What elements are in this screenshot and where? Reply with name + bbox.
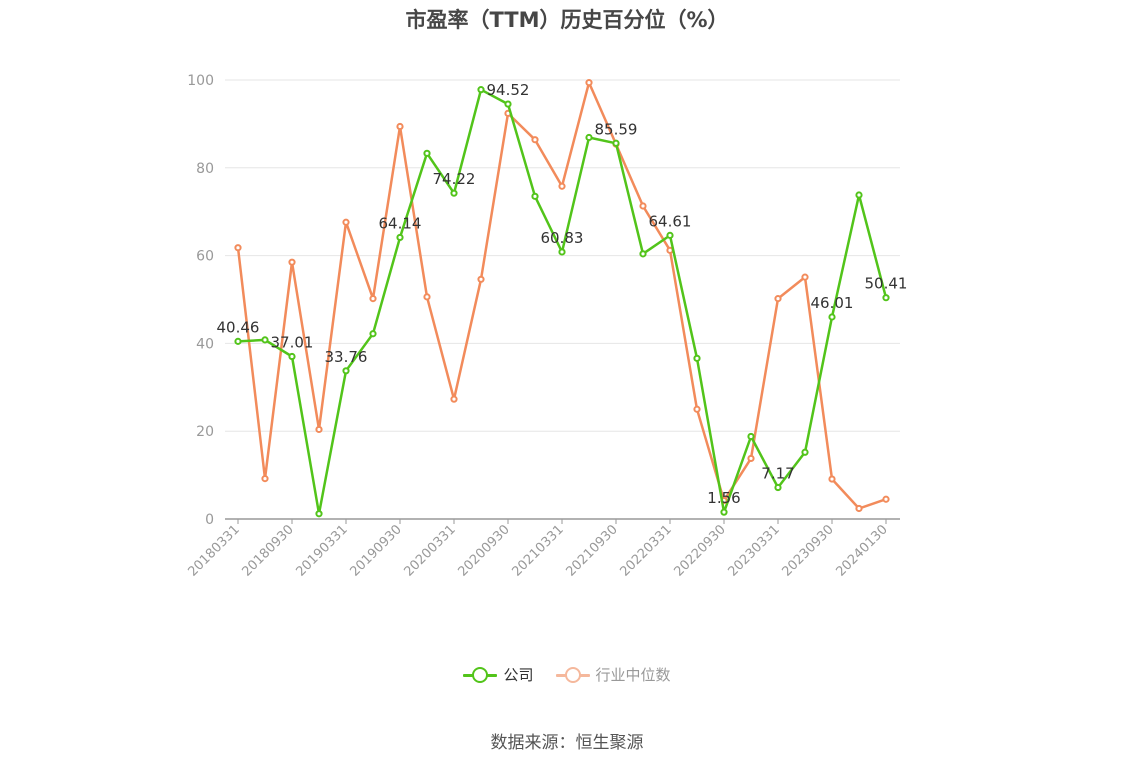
- point-industry-median-17: [693, 405, 701, 413]
- y-tick-label-80: 80: [196, 161, 214, 177]
- x-tick-label-20210930: 20210930: [563, 522, 620, 579]
- point-company-11: [531, 192, 539, 200]
- x-tick-label-20240130: 20240130: [833, 522, 890, 579]
- y-tick-label-20: 20: [196, 424, 214, 440]
- data-label-14: 85.59: [595, 120, 638, 138]
- point-company-19: [747, 432, 755, 441]
- series-lines: [234, 79, 890, 518]
- point-industry-median-7: [423, 293, 431, 301]
- legend-item-industry-median[interactable]: 行业中位数: [555, 664, 671, 685]
- y-tick-label-100: 100: [187, 73, 214, 89]
- data-label-10: 94.52: [487, 81, 530, 99]
- point-company-24: [882, 294, 890, 302]
- x-tick-label-20190331: 20190331: [293, 522, 350, 579]
- point-company-23: [855, 191, 863, 199]
- point-company-8: [450, 189, 458, 197]
- point-industry-median-22: [828, 475, 836, 483]
- point-company-15: [639, 250, 647, 258]
- data-source: 数据来源：恒生聚源: [490, 733, 644, 753]
- x-tick-label-20220930: 20220930: [671, 522, 728, 579]
- data-label-2: 37.01: [271, 334, 314, 352]
- point-industry-median-5: [369, 295, 377, 303]
- point-industry-median-15: [639, 202, 647, 210]
- series-line-industry-median: [236, 81, 887, 510]
- y-tick-label-60: 60: [196, 249, 214, 265]
- point-industry-median-1: [261, 475, 269, 483]
- point-company-18: [720, 508, 728, 516]
- x-tick-label-20190930: 20190930: [347, 522, 404, 579]
- point-company-21: [801, 448, 809, 456]
- data-label-6: 64.14: [379, 214, 422, 232]
- x-tick-label-20230331: 20230331: [725, 522, 782, 579]
- point-company-5: [369, 330, 377, 338]
- point-company-16: [666, 231, 674, 239]
- x-tick-label-20180331: 20180331: [185, 522, 242, 579]
- point-industry-median-23: [855, 504, 863, 513]
- point-industry-median-6: [396, 122, 404, 131]
- point-industry-median-9: [477, 275, 485, 283]
- point-company-6: [396, 233, 404, 242]
- x-tick-label-20200331: 20200331: [401, 522, 458, 579]
- point-company-10: [504, 100, 512, 108]
- point-industry-median-24: [882, 495, 890, 503]
- point-industry-median-2: [288, 258, 296, 266]
- point-company-2: [288, 352, 296, 361]
- axes: 0 20 40 60 80 100 2018033120180930201903312019…: [185, 73, 900, 580]
- point-company-4: [342, 367, 350, 375]
- point-industry-median-8: [450, 395, 458, 403]
- legend-company-label: 公司: [503, 666, 534, 684]
- legend: 公司 行业中位数: [0, 664, 1134, 685]
- x-tick-label-20210331: 20210331: [509, 522, 566, 579]
- data-label-20: 7.17: [761, 465, 794, 483]
- legend-industry-line-icon: [555, 666, 590, 684]
- x-tick-label-20230930: 20230930: [779, 522, 836, 579]
- point-company-22: [828, 313, 836, 321]
- y-tick-label-0: 0: [205, 512, 214, 528]
- data-label-0: 40.46: [217, 318, 260, 336]
- point-industry-median-20: [774, 295, 782, 303]
- point-company-1: [261, 336, 269, 344]
- grid-lines: [225, 79, 900, 432]
- point-company-9: [477, 86, 485, 94]
- point-industry-median-11: [531, 136, 539, 144]
- x-tick-label-20220331: 20220331: [617, 522, 674, 579]
- data-label-12: 60.83: [541, 229, 584, 247]
- data-label-8: 74.22: [433, 170, 476, 188]
- data-labels: 40.46 37.01 33.76 64.14 74.22 94.52 60.83 85.59…: [217, 81, 908, 507]
- legend-company-line-icon: [463, 666, 498, 684]
- point-industry-median-3: [315, 425, 323, 434]
- point-company-12: [558, 248, 566, 256]
- point-industry-median-4: [342, 218, 350, 226]
- point-industry-median-0: [234, 244, 242, 252]
- y-tick-label-40: 40: [196, 336, 214, 352]
- x-tick-label-20200930: 20200930: [455, 522, 512, 579]
- point-company-3: [315, 510, 323, 518]
- chart-title: 市盈率（TTM）历史百分位（%）: [405, 8, 729, 32]
- point-company-7: [423, 149, 431, 157]
- point-company-0: [234, 337, 242, 345]
- x-tick-label-20180930: 20180930: [239, 522, 296, 579]
- point-industry-median-19: [747, 454, 755, 463]
- data-label-16: 64.61: [649, 212, 692, 230]
- point-industry-median-12: [558, 182, 566, 190]
- point-company-20: [774, 483, 782, 492]
- legend-item-company[interactable]: 公司: [463, 664, 534, 685]
- point-company-14: [612, 139, 620, 147]
- legend-industry-label: 行业中位数: [595, 666, 671, 684]
- point-company-13: [585, 133, 593, 142]
- point-company-17: [693, 354, 701, 362]
- point-industry-median-13: [585, 79, 593, 87]
- data-label-18: 1.56: [707, 489, 740, 507]
- data-label-22: 46.01: [811, 294, 854, 312]
- data-label-24: 50.41: [865, 275, 908, 293]
- point-industry-median-21: [801, 273, 809, 281]
- data-label-4: 33.76: [325, 348, 368, 366]
